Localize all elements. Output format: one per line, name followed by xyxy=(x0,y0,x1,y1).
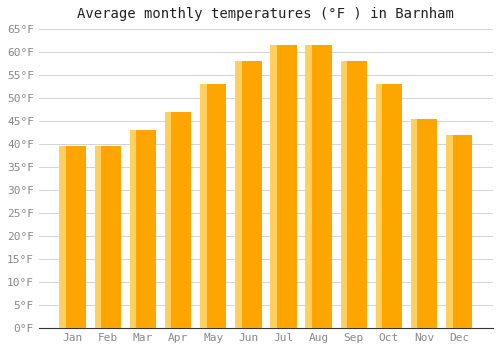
Bar xyxy=(235,61,262,328)
Bar xyxy=(165,112,191,328)
Bar xyxy=(376,84,402,328)
Bar xyxy=(60,146,86,328)
Bar xyxy=(306,45,332,328)
Bar xyxy=(340,61,347,328)
Bar xyxy=(376,84,382,328)
Bar xyxy=(411,119,438,328)
Bar xyxy=(270,45,296,328)
Bar xyxy=(94,146,121,328)
Bar xyxy=(165,112,172,328)
Bar xyxy=(94,146,101,328)
Bar xyxy=(270,45,277,328)
Bar xyxy=(130,130,156,328)
Bar xyxy=(340,61,367,328)
Bar xyxy=(130,130,136,328)
Bar xyxy=(200,84,226,328)
Bar xyxy=(446,135,472,328)
Bar xyxy=(411,119,418,328)
Bar xyxy=(446,135,452,328)
Bar xyxy=(306,45,312,328)
Bar xyxy=(200,84,206,328)
Bar xyxy=(235,61,242,328)
Title: Average monthly temperatures (°F ) in Barnham: Average monthly temperatures (°F ) in Ba… xyxy=(78,7,454,21)
Bar xyxy=(60,146,66,328)
